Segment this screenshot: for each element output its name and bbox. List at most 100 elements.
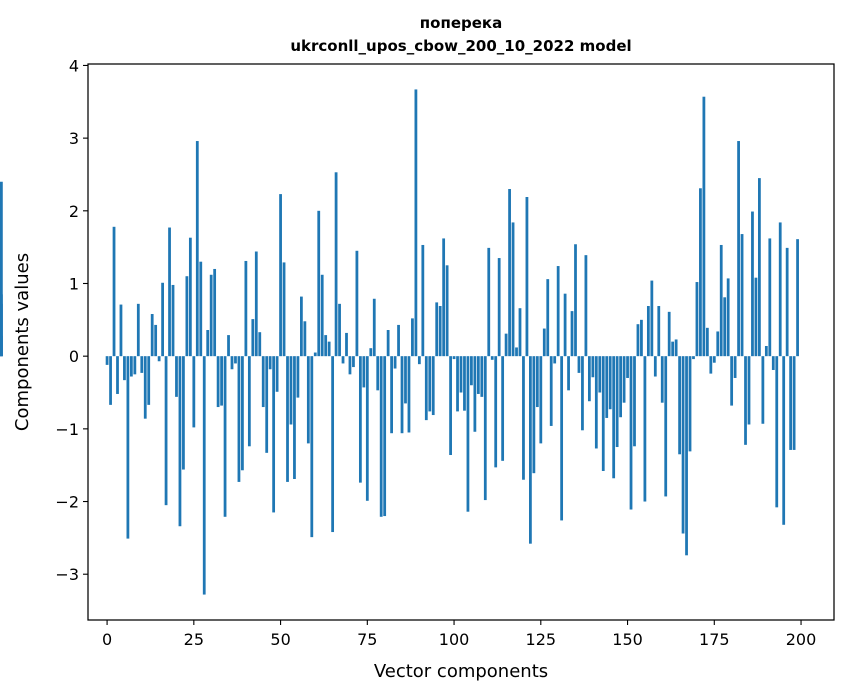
bar — [286, 356, 289, 482]
bar — [188, 237, 192, 357]
bar — [147, 356, 151, 405]
bar — [678, 356, 681, 455]
x-tick-label: 25 — [184, 630, 204, 649]
bar — [136, 303, 140, 357]
bar — [372, 298, 376, 357]
bar — [216, 356, 220, 408]
bar — [417, 356, 421, 365]
bar — [220, 356, 223, 406]
bar — [213, 268, 217, 357]
bar — [633, 356, 636, 447]
bar — [393, 356, 397, 369]
bar — [383, 356, 387, 517]
y-tick-label: 1 — [69, 274, 79, 293]
bar — [258, 332, 262, 357]
bar — [334, 172, 338, 357]
bar — [730, 356, 734, 406]
bar — [581, 356, 584, 431]
bar — [525, 197, 529, 357]
bar — [341, 356, 345, 364]
bar — [681, 356, 685, 534]
y-tick-label: 4 — [69, 56, 79, 75]
bar — [532, 356, 536, 474]
x-tick-label: 50 — [270, 630, 290, 649]
bar — [397, 324, 400, 357]
bar — [709, 356, 713, 374]
bar — [494, 356, 498, 468]
bar — [411, 318, 414, 357]
x-axis-ticks: 0 25 50 75 100 125 150 175 200 — [102, 620, 816, 649]
bar — [296, 356, 300, 398]
bar — [206, 330, 210, 357]
bar — [542, 328, 546, 357]
bar — [352, 356, 355, 368]
bar — [567, 356, 570, 391]
bar — [702, 96, 706, 357]
bar — [629, 356, 633, 510]
bar — [535, 356, 539, 408]
bar — [223, 356, 227, 517]
bar — [650, 280, 654, 357]
bar — [300, 296, 303, 357]
bar — [452, 356, 456, 360]
bar — [636, 324, 640, 357]
bar — [470, 356, 473, 386]
x-tick-label: 75 — [357, 630, 377, 649]
bar — [553, 356, 557, 364]
bar — [310, 356, 314, 538]
bar — [712, 356, 716, 363]
bar — [778, 222, 782, 357]
bar — [515, 347, 518, 357]
bar — [664, 356, 668, 497]
y-tick-label: 3 — [69, 129, 79, 148]
bar — [608, 356, 612, 410]
bar — [483, 356, 487, 501]
bar — [497, 258, 501, 357]
bar — [480, 356, 484, 397]
bar — [244, 260, 248, 357]
bar — [653, 356, 657, 377]
bar — [379, 356, 383, 517]
bar — [178, 356, 182, 527]
bar — [594, 356, 598, 449]
bar — [123, 356, 126, 381]
bar — [490, 356, 494, 360]
bar — [293, 356, 296, 479]
x-tick-label: 0 — [102, 630, 112, 649]
y-axis-ticks: −3 −2 −1 0 1 2 3 4 — [55, 56, 88, 584]
bar — [313, 352, 317, 357]
bar — [171, 284, 175, 357]
bar — [660, 356, 664, 403]
bar — [699, 188, 702, 357]
bar — [435, 302, 439, 357]
bar — [358, 356, 362, 483]
bar — [282, 262, 286, 357]
y-axis-label: Components values — [12, 253, 33, 431]
y-tick-label: −1 — [55, 420, 79, 439]
bar — [546, 279, 550, 357]
plot-frame — [87, 63, 835, 621]
bar — [570, 311, 574, 357]
bar — [241, 356, 244, 471]
bar — [761, 356, 765, 424]
bar — [237, 356, 241, 482]
bar — [105, 356, 109, 365]
bar — [129, 356, 133, 377]
bar — [792, 356, 796, 450]
bar — [563, 293, 567, 357]
bar — [365, 356, 369, 501]
bar — [0, 181, 3, 357]
bar — [254, 251, 258, 357]
y-tick-label: 2 — [69, 202, 79, 221]
bar — [747, 356, 751, 425]
bar — [303, 321, 307, 357]
bar — [601, 356, 605, 471]
bar — [591, 356, 595, 378]
bar — [119, 304, 123, 357]
bar — [577, 356, 581, 373]
bar — [667, 311, 671, 357]
x-tick-label: 175 — [699, 630, 730, 649]
bar — [164, 356, 168, 506]
bar — [261, 356, 265, 408]
